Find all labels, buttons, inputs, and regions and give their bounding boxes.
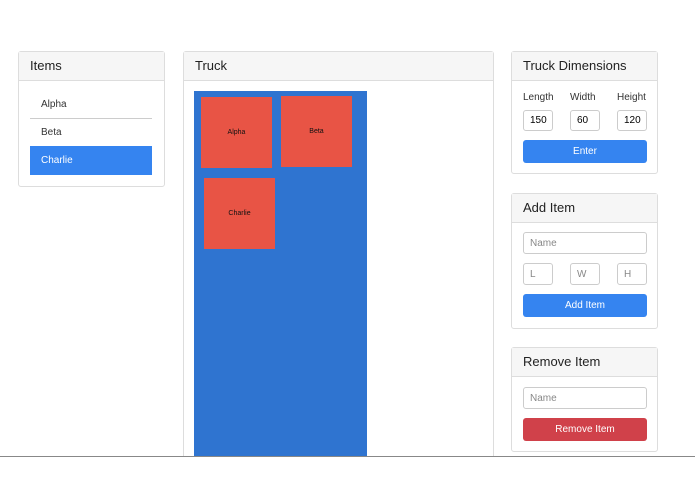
list-item[interactable]: Alpha [30, 91, 152, 119]
panel-title: Remove Item [512, 348, 657, 377]
list-item[interactable]: Beta [41, 127, 62, 138]
panel-title: Add Item [512, 194, 657, 223]
name-input[interactable]: Name [523, 387, 647, 409]
remove-button[interactable]: Remove Item [523, 418, 647, 441]
list-item-active[interactable]: Charlie [30, 146, 152, 175]
name-input[interactable]: Name [523, 232, 647, 254]
field-label: Height [617, 92, 646, 103]
item-box: Alpha [201, 97, 272, 168]
width-input[interactable]: W [570, 263, 600, 285]
text-input[interactable]: 60 [570, 110, 600, 131]
panel-title: Truck Dimensions [512, 52, 657, 81]
height-input[interactable]: H [617, 263, 647, 285]
panel-title: Items [19, 52, 164, 81]
text-input[interactable]: 120 [617, 110, 647, 131]
field-label: Width [570, 92, 596, 103]
add-button[interactable]: Add Item [523, 294, 647, 317]
text-input[interactable]: 150 [523, 110, 553, 131]
enter-button[interactable]: Enter [523, 140, 647, 163]
panel-title: Truck [184, 52, 493, 81]
length-input[interactable]: L [523, 263, 553, 285]
viewport: Items Alpha Beta Charlie Truck Alpha Bet… [0, 51, 695, 457]
field-label: Length [523, 92, 554, 103]
item-box: Charlie [204, 178, 275, 249]
item-box: Beta [281, 96, 352, 167]
